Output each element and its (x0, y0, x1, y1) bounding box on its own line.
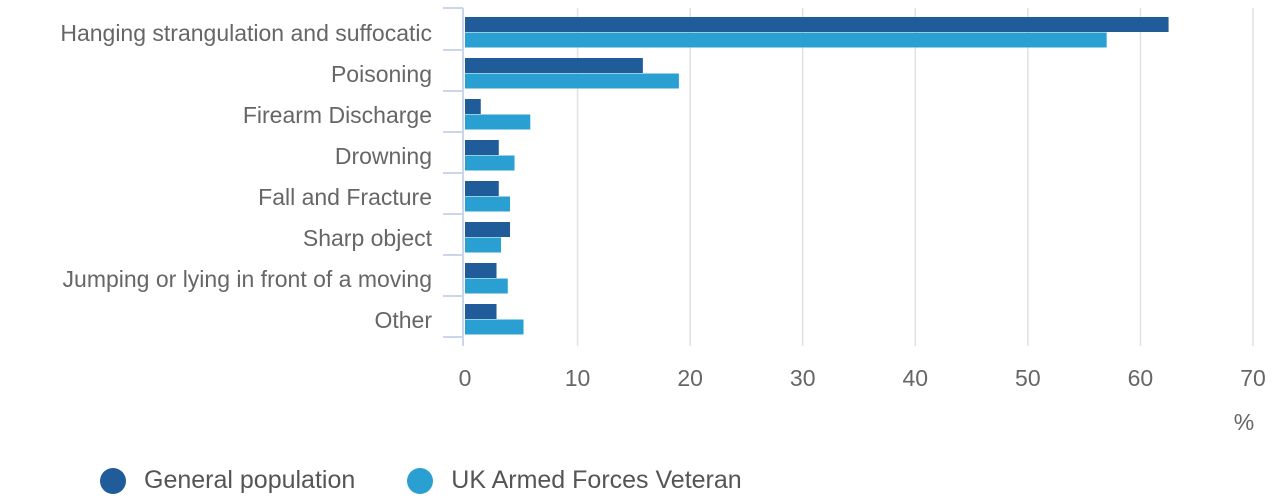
x-tick-label: 30 (790, 365, 816, 391)
x-tick-label: 20 (677, 365, 703, 391)
x-tick-label: 0 (459, 365, 472, 391)
bar-uk-armed-forces-veteran[interactable] (465, 278, 508, 294)
category-axis (443, 7, 464, 346)
bar-general-population[interactable] (465, 17, 1169, 32)
bar-chart: Hanging strangulation and suffocatic Pois… (60, 7, 1266, 435)
legend: General population UK Armed Forces Veter… (100, 466, 794, 495)
category-label: Fall and Fracture (258, 184, 432, 210)
category-label: Poisoning (331, 61, 432, 87)
bar-general-population[interactable] (465, 99, 481, 114)
bar-uk-armed-forces-veteran[interactable] (465, 73, 679, 89)
bar-general-population[interactable] (465, 263, 497, 278)
bar-general-population[interactable] (465, 181, 499, 196)
x-tick-label: 50 (1015, 365, 1041, 391)
bar-uk-armed-forces-veteran[interactable] (465, 32, 1107, 48)
bar-general-population[interactable] (465, 222, 511, 237)
legend-swatch-uk-armed-forces-veteran (407, 467, 434, 494)
gridlines (576, 8, 1254, 346)
bar-uk-armed-forces-veteran[interactable] (465, 155, 515, 171)
bar-general-population[interactable] (465, 140, 499, 155)
x-tick-label: 10 (565, 365, 591, 391)
category-label: Firearm Discharge (243, 102, 432, 128)
legend-item-general-population[interactable]: General population (100, 466, 355, 495)
category-labels: Hanging strangulation and suffocatic Pois… (60, 20, 432, 333)
x-axis-unit-label: % (1234, 409, 1254, 435)
bars (465, 17, 1169, 335)
category-label: Jumping or lying in front of a moving (63, 266, 432, 292)
bar-uk-armed-forces-veteran[interactable] (465, 237, 502, 253)
legend-label: UK Armed Forces Veteran (451, 466, 742, 494)
category-label: Sharp object (303, 225, 433, 251)
category-label: Drowning (335, 143, 432, 169)
bar-general-population[interactable] (465, 58, 643, 73)
bar-uk-armed-forces-veteran[interactable] (465, 196, 511, 212)
legend-swatch-general-population (100, 467, 126, 494)
category-label: Other (374, 307, 432, 333)
x-tick-label: 60 (1128, 365, 1154, 391)
bar-uk-armed-forces-veteran[interactable] (465, 319, 524, 335)
x-tick-label: 70 (1240, 365, 1266, 391)
legend-label: General population (144, 466, 356, 494)
tick-labels: 0 10 20 30 40 50 60 70 (459, 365, 1266, 391)
legend-item-uk-armed-forces-veteran[interactable]: UK Armed Forces Veteran (407, 466, 742, 495)
x-tick-label: 40 (902, 365, 928, 391)
bar-uk-armed-forces-veteran[interactable] (465, 114, 531, 130)
bar-general-population[interactable] (465, 304, 497, 319)
category-label: Hanging strangulation and suffocatic (60, 20, 432, 46)
